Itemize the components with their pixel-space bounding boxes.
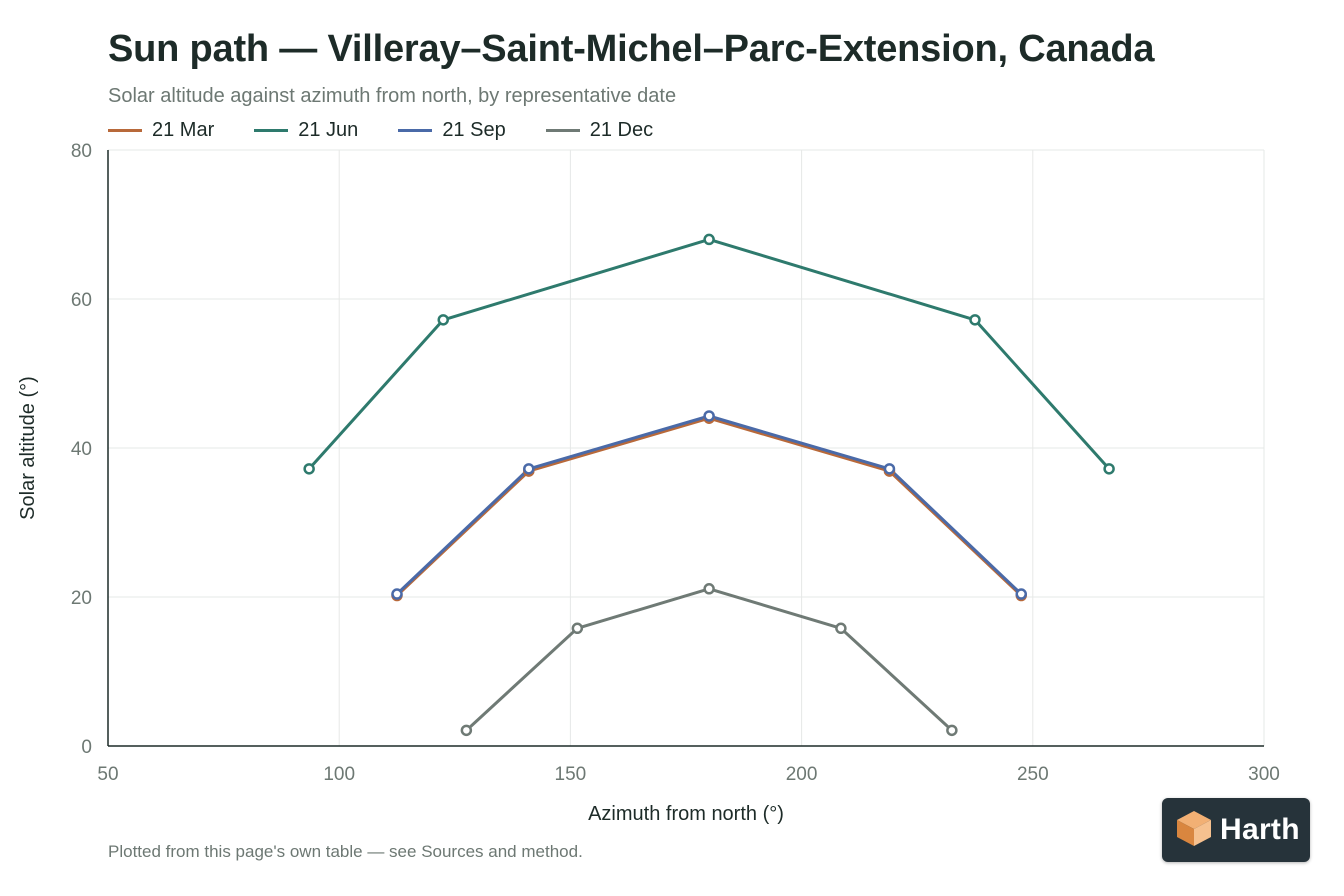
data-point: [946, 724, 958, 737]
x-tick-label: 50: [97, 764, 118, 785]
x-axis-title: Azimuth from north (°): [588, 803, 784, 825]
data-point: [835, 622, 847, 635]
x-tick-label: 150: [555, 764, 587, 785]
legend: 21 Mar 21 Jun 21 Sep 21 Dec: [108, 119, 693, 142]
data-point: [703, 233, 715, 246]
legend-label: 21 Sep: [442, 119, 506, 141]
legend-swatch: [398, 129, 433, 132]
y-tick-label: 20: [71, 588, 92, 609]
footnote: Plotted from this page's own table — see…: [108, 842, 583, 861]
logo-text: Harth: [1220, 813, 1300, 846]
data-point: [523, 463, 535, 475]
y-tick-label: 80: [71, 141, 92, 162]
legend-label: 21 Dec: [589, 119, 654, 141]
data-point: [969, 314, 981, 326]
legend-swatch: [254, 129, 289, 132]
legend-item: 21 Mar: [108, 119, 214, 142]
series-line: [465, 587, 953, 732]
legend-label: 21 Jun: [298, 119, 359, 141]
harth-logo[interactable]: Harth: [1162, 798, 1310, 862]
data-point: [703, 583, 715, 595]
data-point: [703, 410, 715, 422]
cube-logo-icon: [1174, 808, 1214, 853]
legend-item: 21 Dec: [545, 119, 654, 142]
legend-item: 21 Sep: [398, 119, 506, 142]
series-line: [307, 237, 1111, 470]
x-tick-label: 100: [323, 764, 355, 785]
data-point: [303, 463, 315, 475]
data-point: [1015, 588, 1027, 600]
y-axis-title: Solar altitude (°): [17, 376, 39, 520]
legend-item: 21 Jun: [254, 119, 358, 142]
y-tick-label: 60: [71, 290, 92, 311]
chart-subtitle: Solar altitude against azimuth from nort…: [108, 85, 677, 107]
data-point: [391, 588, 403, 600]
data-point: [437, 314, 449, 326]
x-tick-label: 300: [1248, 764, 1280, 785]
y-tick-label: 40: [71, 439, 92, 460]
data-point: [883, 463, 896, 475]
axes: [107, 150, 1264, 747]
series-lines: [303, 233, 1115, 737]
legend-swatch: [545, 129, 580, 132]
tick-labels: 0 20 40 60 80 50 100 150 200 250 300: [71, 141, 1280, 785]
x-tick-label: 250: [1017, 764, 1049, 785]
y-tick-label: 0: [81, 737, 92, 758]
series-line: [395, 414, 1023, 596]
x-tick-label: 200: [786, 764, 818, 785]
legend-label: 21 Mar: [152, 119, 215, 141]
legend-swatch: [108, 129, 142, 132]
data-point: [460, 724, 473, 737]
data-point: [1103, 463, 1115, 475]
data-point: [571, 622, 584, 635]
chart-title: Sun path — Villeray–Saint-Michel–Parc-Ex…: [108, 28, 1155, 70]
